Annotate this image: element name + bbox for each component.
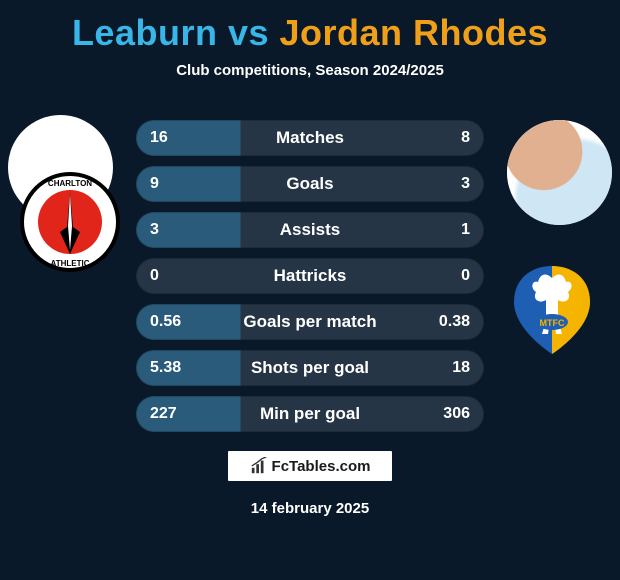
subtitle: Club competitions, Season 2024/2025 xyxy=(0,62,620,79)
stat-value-p1: 9 xyxy=(150,175,200,193)
player1-name: Leaburn xyxy=(72,12,218,53)
stat-value-p2: 306 xyxy=(420,405,470,423)
stat-label: Goals xyxy=(200,174,420,194)
stat-value-p1: 227 xyxy=(150,405,200,423)
mansfield-badge-icon: MTFC xyxy=(502,260,602,360)
stat-value-p2: 1 xyxy=(420,221,470,239)
stats-table: 16Matches89Goals33Assists10Hattricks00.5… xyxy=(136,120,484,442)
svg-text:ATHLETIC: ATHLETIC xyxy=(51,259,90,268)
stat-row: 227Min per goal306 xyxy=(136,396,484,432)
avatar-placeholder xyxy=(8,125,113,165)
fctables-logo: FcTables.com xyxy=(225,448,395,484)
stat-row: 3Assists1 xyxy=(136,212,484,248)
avatar-face xyxy=(507,120,612,225)
stat-label: Min per goal xyxy=(200,404,420,424)
stat-value-p2: 8 xyxy=(420,129,470,147)
stat-label: Shots per goal xyxy=(200,358,420,378)
stat-label: Goals per match xyxy=(200,312,420,332)
player2-avatar xyxy=(507,120,612,225)
stat-label: Hattricks xyxy=(200,266,420,286)
stat-value-p1: 0.56 xyxy=(150,313,200,331)
vs-text: vs xyxy=(217,12,279,53)
player1-club-badge: CHARLTON ATHLETIC xyxy=(20,172,120,272)
stat-row: 9Goals3 xyxy=(136,166,484,202)
charlton-badge-icon: CHARLTON ATHLETIC xyxy=(20,172,120,272)
player2-name: Jordan Rhodes xyxy=(280,12,549,53)
stat-row: 0.56Goals per match0.38 xyxy=(136,304,484,340)
svg-text:MTFC: MTFC xyxy=(540,318,565,328)
stat-value-p2: 0 xyxy=(420,267,470,285)
stat-label: Matches xyxy=(200,128,420,148)
svg-text:CHARLTON: CHARLTON xyxy=(48,179,92,188)
stat-row: 16Matches8 xyxy=(136,120,484,156)
stat-value-p1: 5.38 xyxy=(150,359,200,377)
fctables-text: FcTables.com xyxy=(272,458,371,475)
stat-row: 5.38Shots per goal18 xyxy=(136,350,484,386)
stat-value-p2: 0.38 xyxy=(420,313,470,331)
stat-label: Assists xyxy=(200,220,420,240)
stat-value-p1: 3 xyxy=(150,221,200,239)
date-text: 14 february 2025 xyxy=(0,500,620,517)
stat-value-p1: 16 xyxy=(150,129,200,147)
stat-value-p1: 0 xyxy=(150,267,200,285)
comparison-title: Leaburn vs Jordan Rhodes xyxy=(0,0,620,54)
stat-row: 0Hattricks0 xyxy=(136,258,484,294)
stat-value-p2: 3 xyxy=(420,175,470,193)
stat-value-p2: 18 xyxy=(420,359,470,377)
chart-icon xyxy=(250,457,268,475)
player2-club-badge: MTFC xyxy=(502,260,602,360)
